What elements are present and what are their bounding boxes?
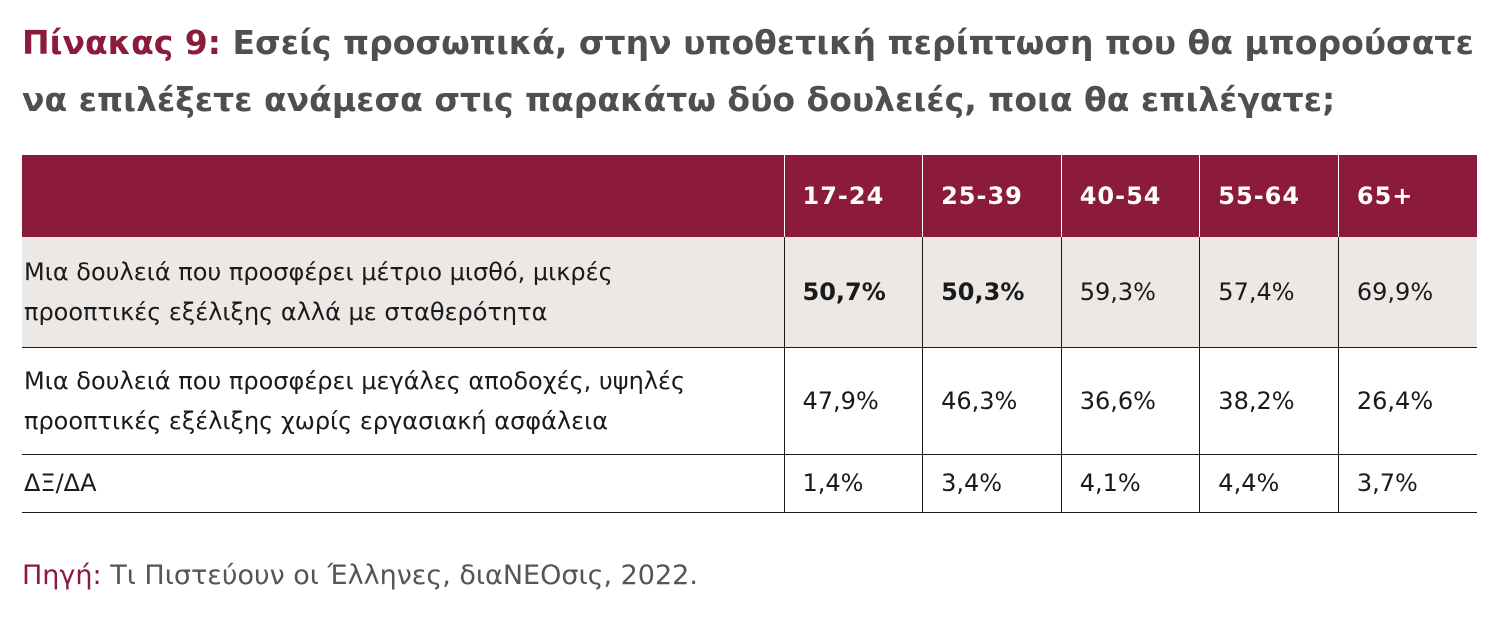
table-cell: 4,1% (1060, 454, 1200, 513)
table-cell: 26,4% (1337, 347, 1477, 455)
source-note: Πηγή: Τι Πιστεύουν οι Έλληνες, διαΝΕΟσις… (22, 560, 698, 591)
table-cell: 3,7% (1337, 454, 1477, 513)
table-cell: 36,6% (1060, 347, 1200, 455)
table-cell: 69,9% (1337, 237, 1477, 348)
column-header-40-54: 40-54 (1060, 155, 1200, 237)
table-header-row: 17-24 25-39 40-54 55-64 65+ (22, 155, 1477, 237)
table-row: Μια δουλειά που προσφέρει μέτριο μισθό, … (22, 237, 1477, 348)
row-label-line: Μια δουλειά που προσφέρει μέτριο μισθό, … (24, 257, 613, 286)
results-table: 17-24 25-39 40-54 55-64 65+ Μια δουλειά … (22, 155, 1477, 513)
table-question: Εσείς προσωπικά, στην υποθετική περίπτωσ… (22, 23, 1474, 119)
column-header-65-plus: 65+ (1337, 155, 1477, 237)
row-label: Μια δουλειά που προσφέρει μεγάλες αποδοχ… (22, 347, 785, 455)
row-label: Μια δουλειά που προσφέρει μέτριο μισθό, … (22, 237, 785, 348)
table-cell: 46,3% (922, 347, 1062, 455)
column-header-17-24: 17-24 (783, 155, 923, 237)
table-number-label: Πίνακας 9: (22, 23, 221, 62)
table-cell: 47,9% (783, 347, 923, 455)
page-title: Πίνακας 9: Εσείς προσωπικά, στην υποθετι… (22, 14, 1492, 128)
source-label: Πηγή: (22, 560, 102, 591)
table-cell: 50,7% (783, 237, 923, 348)
table-row: Μια δουλειά που προσφέρει μεγάλες αποδοχ… (22, 347, 1477, 455)
table-cell: 50,3% (922, 237, 1062, 348)
column-header-55-64: 55-64 (1199, 155, 1339, 237)
table-cell: 38,2% (1199, 347, 1339, 455)
column-header-25-39: 25-39 (922, 155, 1062, 237)
table-cell: 3,4% (922, 454, 1062, 513)
row-label: ΔΞ/ΔΑ (22, 454, 785, 513)
table-row: ΔΞ/ΔΑ 1,4% 3,4% 4,1% 4,4% 3,7% (22, 454, 1477, 513)
table-cell: 59,3% (1060, 237, 1200, 348)
header-empty-cell (22, 155, 784, 237)
table-cell: 1,4% (783, 454, 923, 513)
row-label-line: προοπτικές εξέλιξης χωρίς εργασιακή ασφά… (24, 406, 609, 435)
source-text: Τι Πιστεύουν οι Έλληνες, διαΝΕΟσις, 2022… (110, 560, 698, 591)
row-label-line: Μια δουλειά που προσφέρει μεγάλες αποδοχ… (24, 366, 686, 395)
table-cell: 57,4% (1199, 237, 1339, 348)
table-cell: 4,4% (1199, 454, 1339, 513)
row-label-line: προοπτικές εξέλιξης αλλά με σταθερότητα (24, 297, 548, 326)
